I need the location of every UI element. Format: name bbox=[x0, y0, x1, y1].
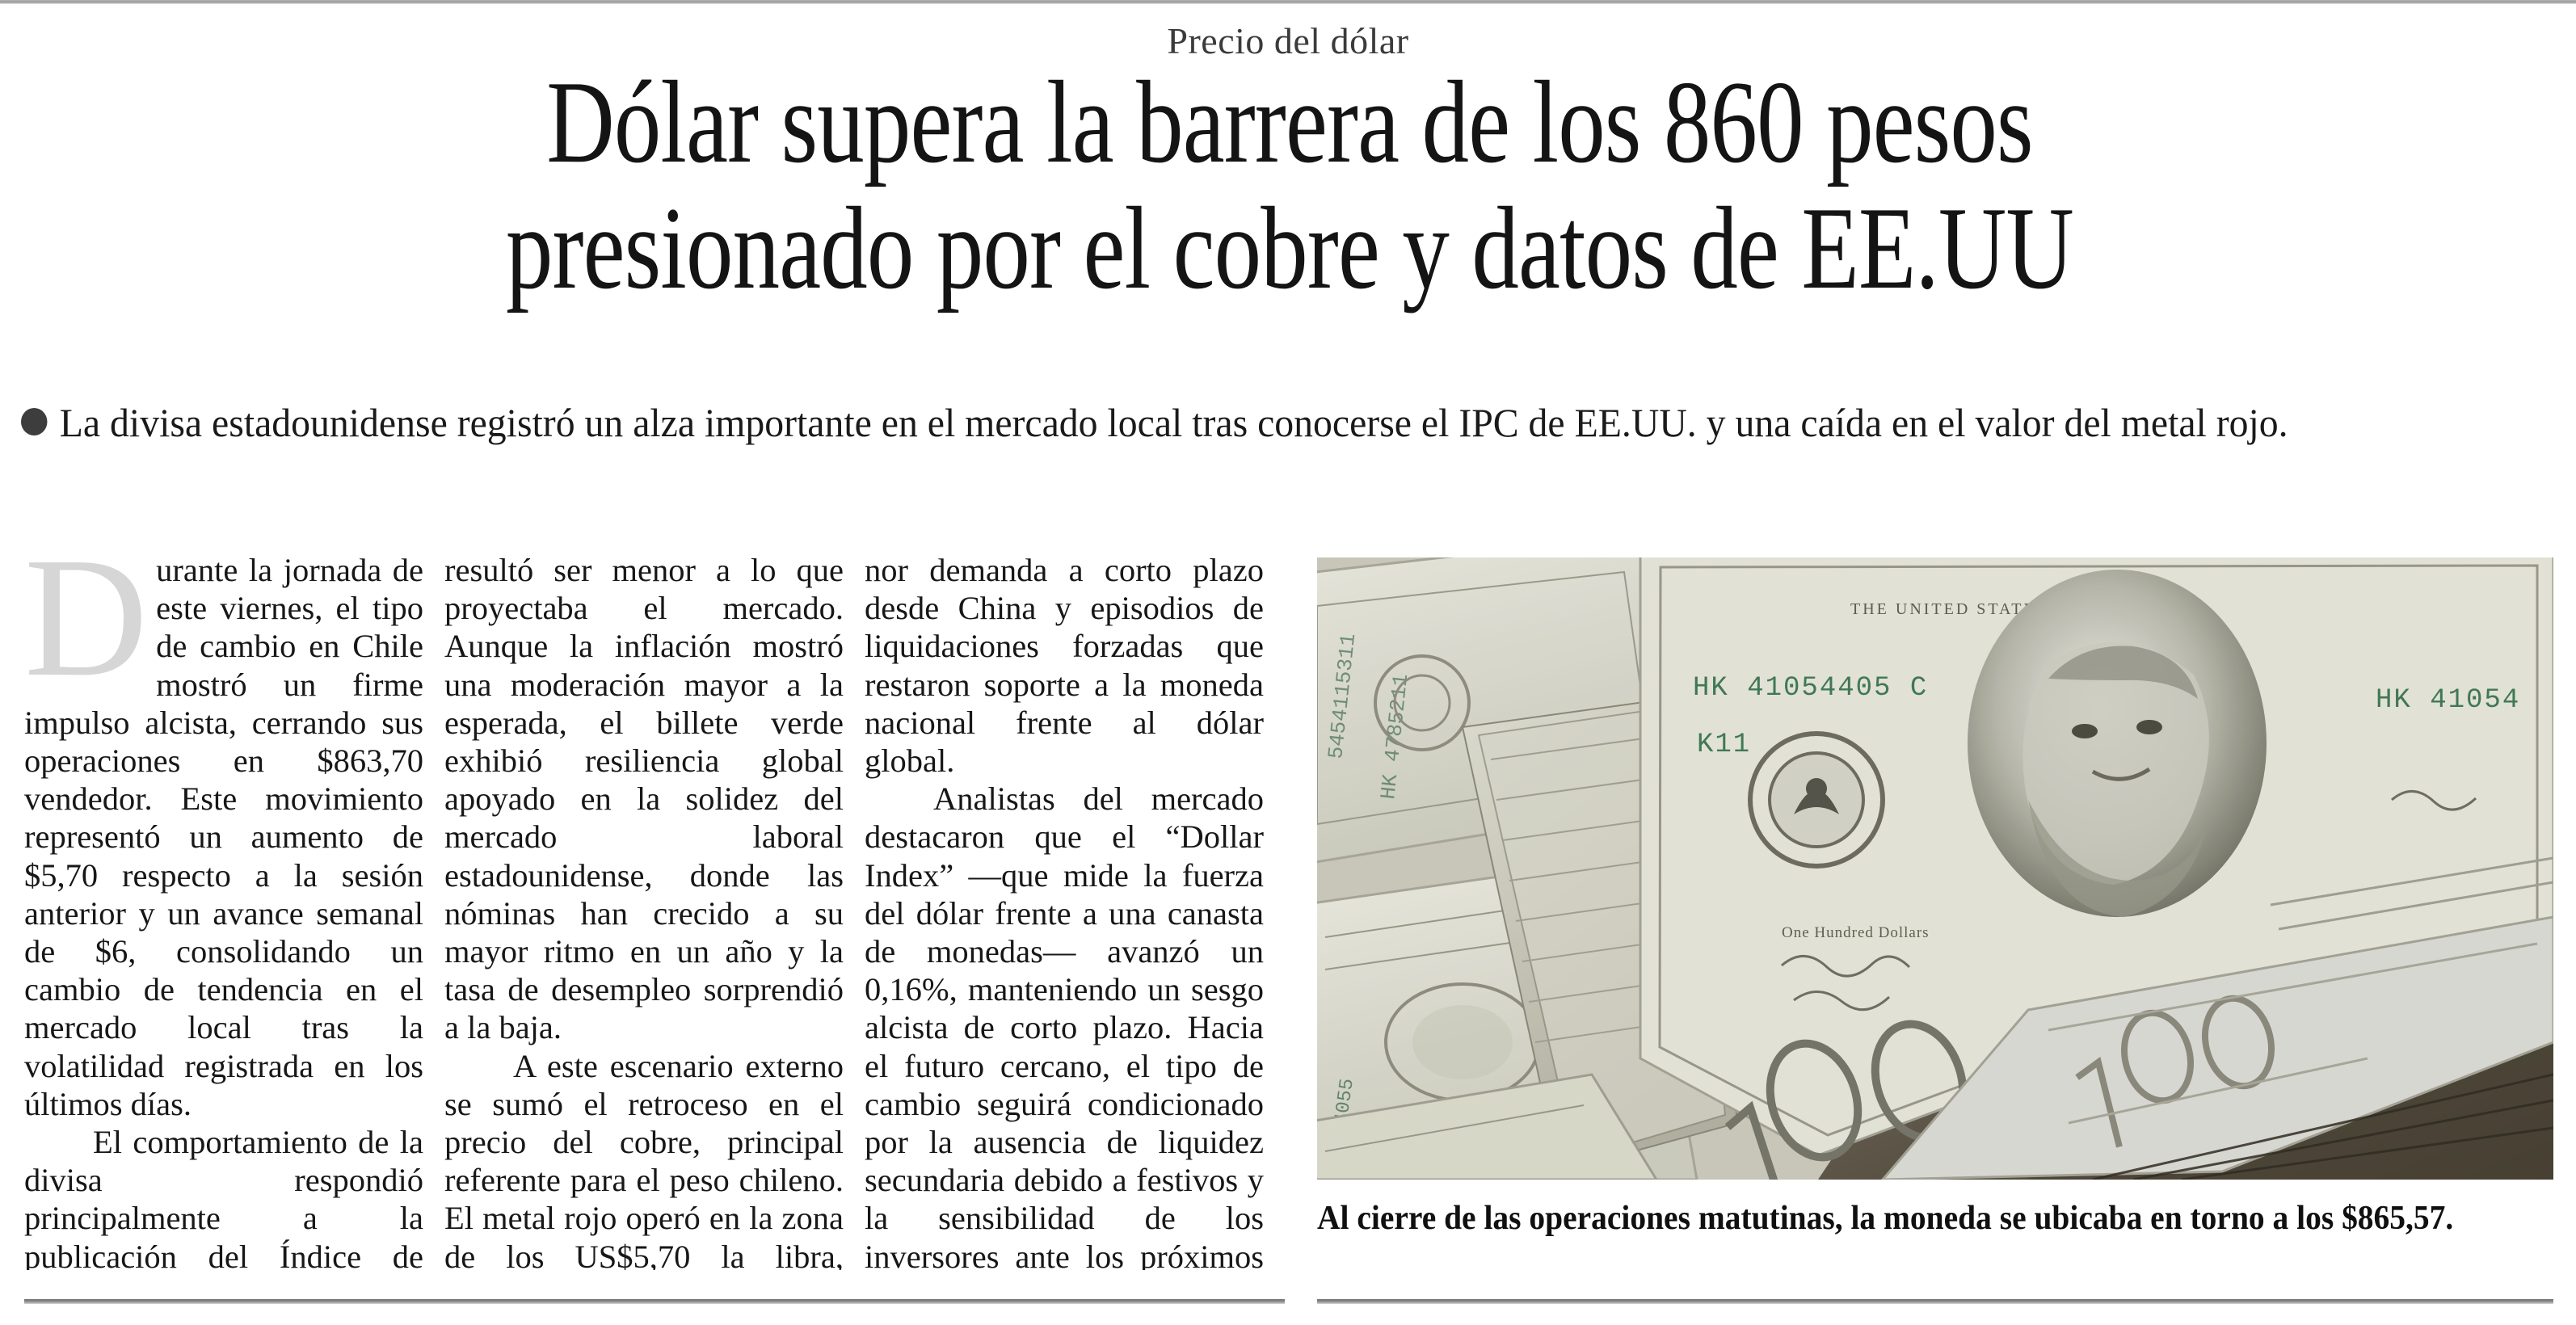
paragraph: El comportamiento de la divisa respondió… bbox=[24, 1124, 423, 1270]
svg-text:One Hundred Dollars: One Hundred Dollars bbox=[1782, 924, 1930, 941]
body-column-3: nor demanda a corto plazo desde China y … bbox=[865, 551, 1264, 1270]
svg-text:K11: K11 bbox=[1697, 730, 1751, 760]
top-divider-rule bbox=[0, 0, 2576, 4]
paragraph-text: urante la jornada de este viernes, el ti… bbox=[24, 552, 423, 1122]
article-lead-paragraph: La divisa estadounidense registró un alz… bbox=[21, 398, 2429, 448]
photo-caption: Al cierre de las operaciones matutinas, … bbox=[1317, 1200, 2454, 1237]
svg-text:HK 41054405 C: HK 41054405 C bbox=[1693, 673, 1928, 704]
paragraph: nor demanda a corto plazo desde China y … bbox=[865, 552, 1264, 780]
svg-text:HK 41054: HK 41054 bbox=[2376, 685, 2520, 716]
headline-line-1: Dólar supera la barrera de los 860 pesos bbox=[546, 57, 2033, 187]
body-column-2: resultó ser menor a lo que proyectaba el… bbox=[444, 551, 844, 1270]
paragraph: A este escenario externo se sumó el retr… bbox=[444, 1047, 844, 1270]
paragraph: resultó ser menor a lo que proyectaba el… bbox=[444, 552, 844, 1046]
bullet-icon bbox=[21, 408, 48, 435]
article-headline: Dólar supera la barrera de los 860 pesos… bbox=[37, 57, 2542, 313]
bottom-divider-rule-right bbox=[1317, 1299, 2553, 1304]
photo-image-banknotes: 5454115311 HK 4785211 bbox=[1317, 557, 2553, 1180]
paragraph: Analistas del mercado destacaron que el … bbox=[865, 780, 1264, 1270]
bottom-divider-rule-left bbox=[24, 1299, 1285, 1304]
headline-line-2: presionado por el cobre y datos de EE.UU bbox=[505, 183, 2074, 313]
banknote-illustration: 5454115311 HK 4785211 bbox=[1317, 557, 2553, 1180]
drop-cap: D bbox=[24, 551, 149, 712]
lead-text: La divisa estadounidense registró un alz… bbox=[59, 400, 2288, 445]
article-photo: 5454115311 HK 4785211 bbox=[1317, 557, 2553, 1180]
section-kicker: Precio del dólar bbox=[1167, 20, 1409, 61]
